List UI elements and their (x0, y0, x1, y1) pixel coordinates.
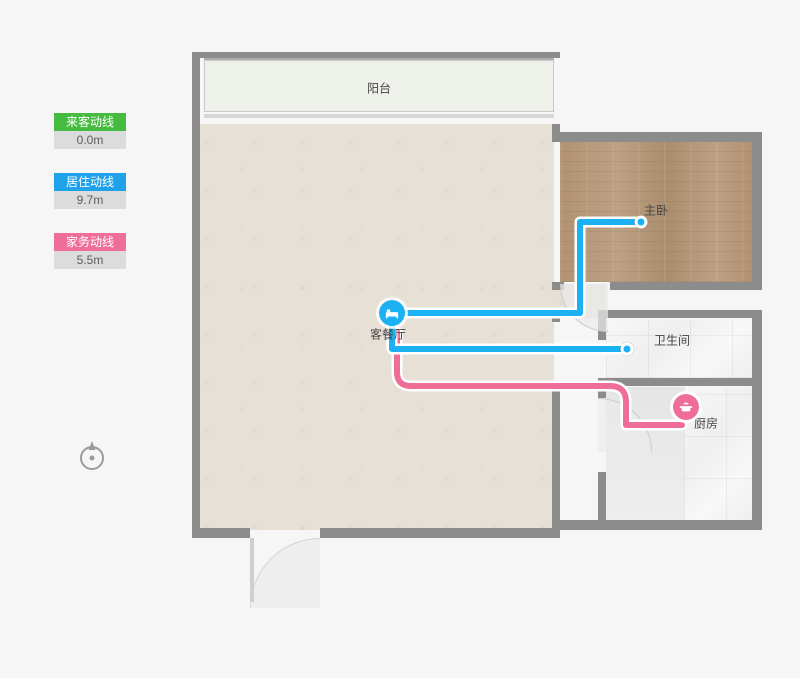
wall (552, 520, 762, 530)
wall (598, 378, 606, 398)
bathroom-label: 卫生间 (654, 332, 690, 349)
living-label: 客餐厅 (370, 326, 406, 343)
node-bathroom-end (621, 343, 634, 356)
balcony-rail (204, 114, 554, 118)
legend-housework-value: 5.5m (54, 251, 126, 269)
wall (598, 310, 760, 318)
wall (598, 378, 760, 386)
bedroom-label: 主卧 (644, 202, 668, 219)
node-bedroom-end (635, 216, 648, 229)
legend-item-residential: 居住动线 9.7m (54, 173, 126, 209)
legend-visitor-value: 0.0m (54, 131, 126, 149)
floor-plan: 阳台 主卧 卫生间 厨房 (190, 52, 762, 543)
legend-housework-label: 家务动线 (54, 233, 126, 251)
wall (192, 52, 560, 58)
legend: 来客动线 0.0m 居住动线 9.7m 家务动线 5.5m (54, 113, 126, 293)
wall (752, 310, 762, 528)
wall (610, 282, 760, 290)
node-kitchen-icon (673, 394, 699, 420)
wall (598, 472, 606, 522)
legend-residential-value: 9.7m (54, 191, 126, 209)
legend-visitor-label: 来客动线 (54, 113, 126, 131)
door-arc-entry (250, 538, 390, 678)
wall (552, 382, 560, 538)
wall (552, 314, 560, 322)
wall (320, 528, 560, 538)
legend-residential-label: 居住动线 (54, 173, 126, 191)
node-living-icon (379, 300, 405, 326)
balcony-label: 阳台 (367, 80, 391, 97)
wall (192, 528, 250, 538)
wall (192, 52, 200, 532)
wall (752, 132, 762, 290)
legend-item-visitor: 来客动线 0.0m (54, 113, 126, 149)
legend-item-housework: 家务动线 5.5m (54, 233, 126, 269)
compass-icon (74, 438, 110, 474)
wall (552, 132, 760, 142)
door-leaf-entry (250, 538, 254, 602)
